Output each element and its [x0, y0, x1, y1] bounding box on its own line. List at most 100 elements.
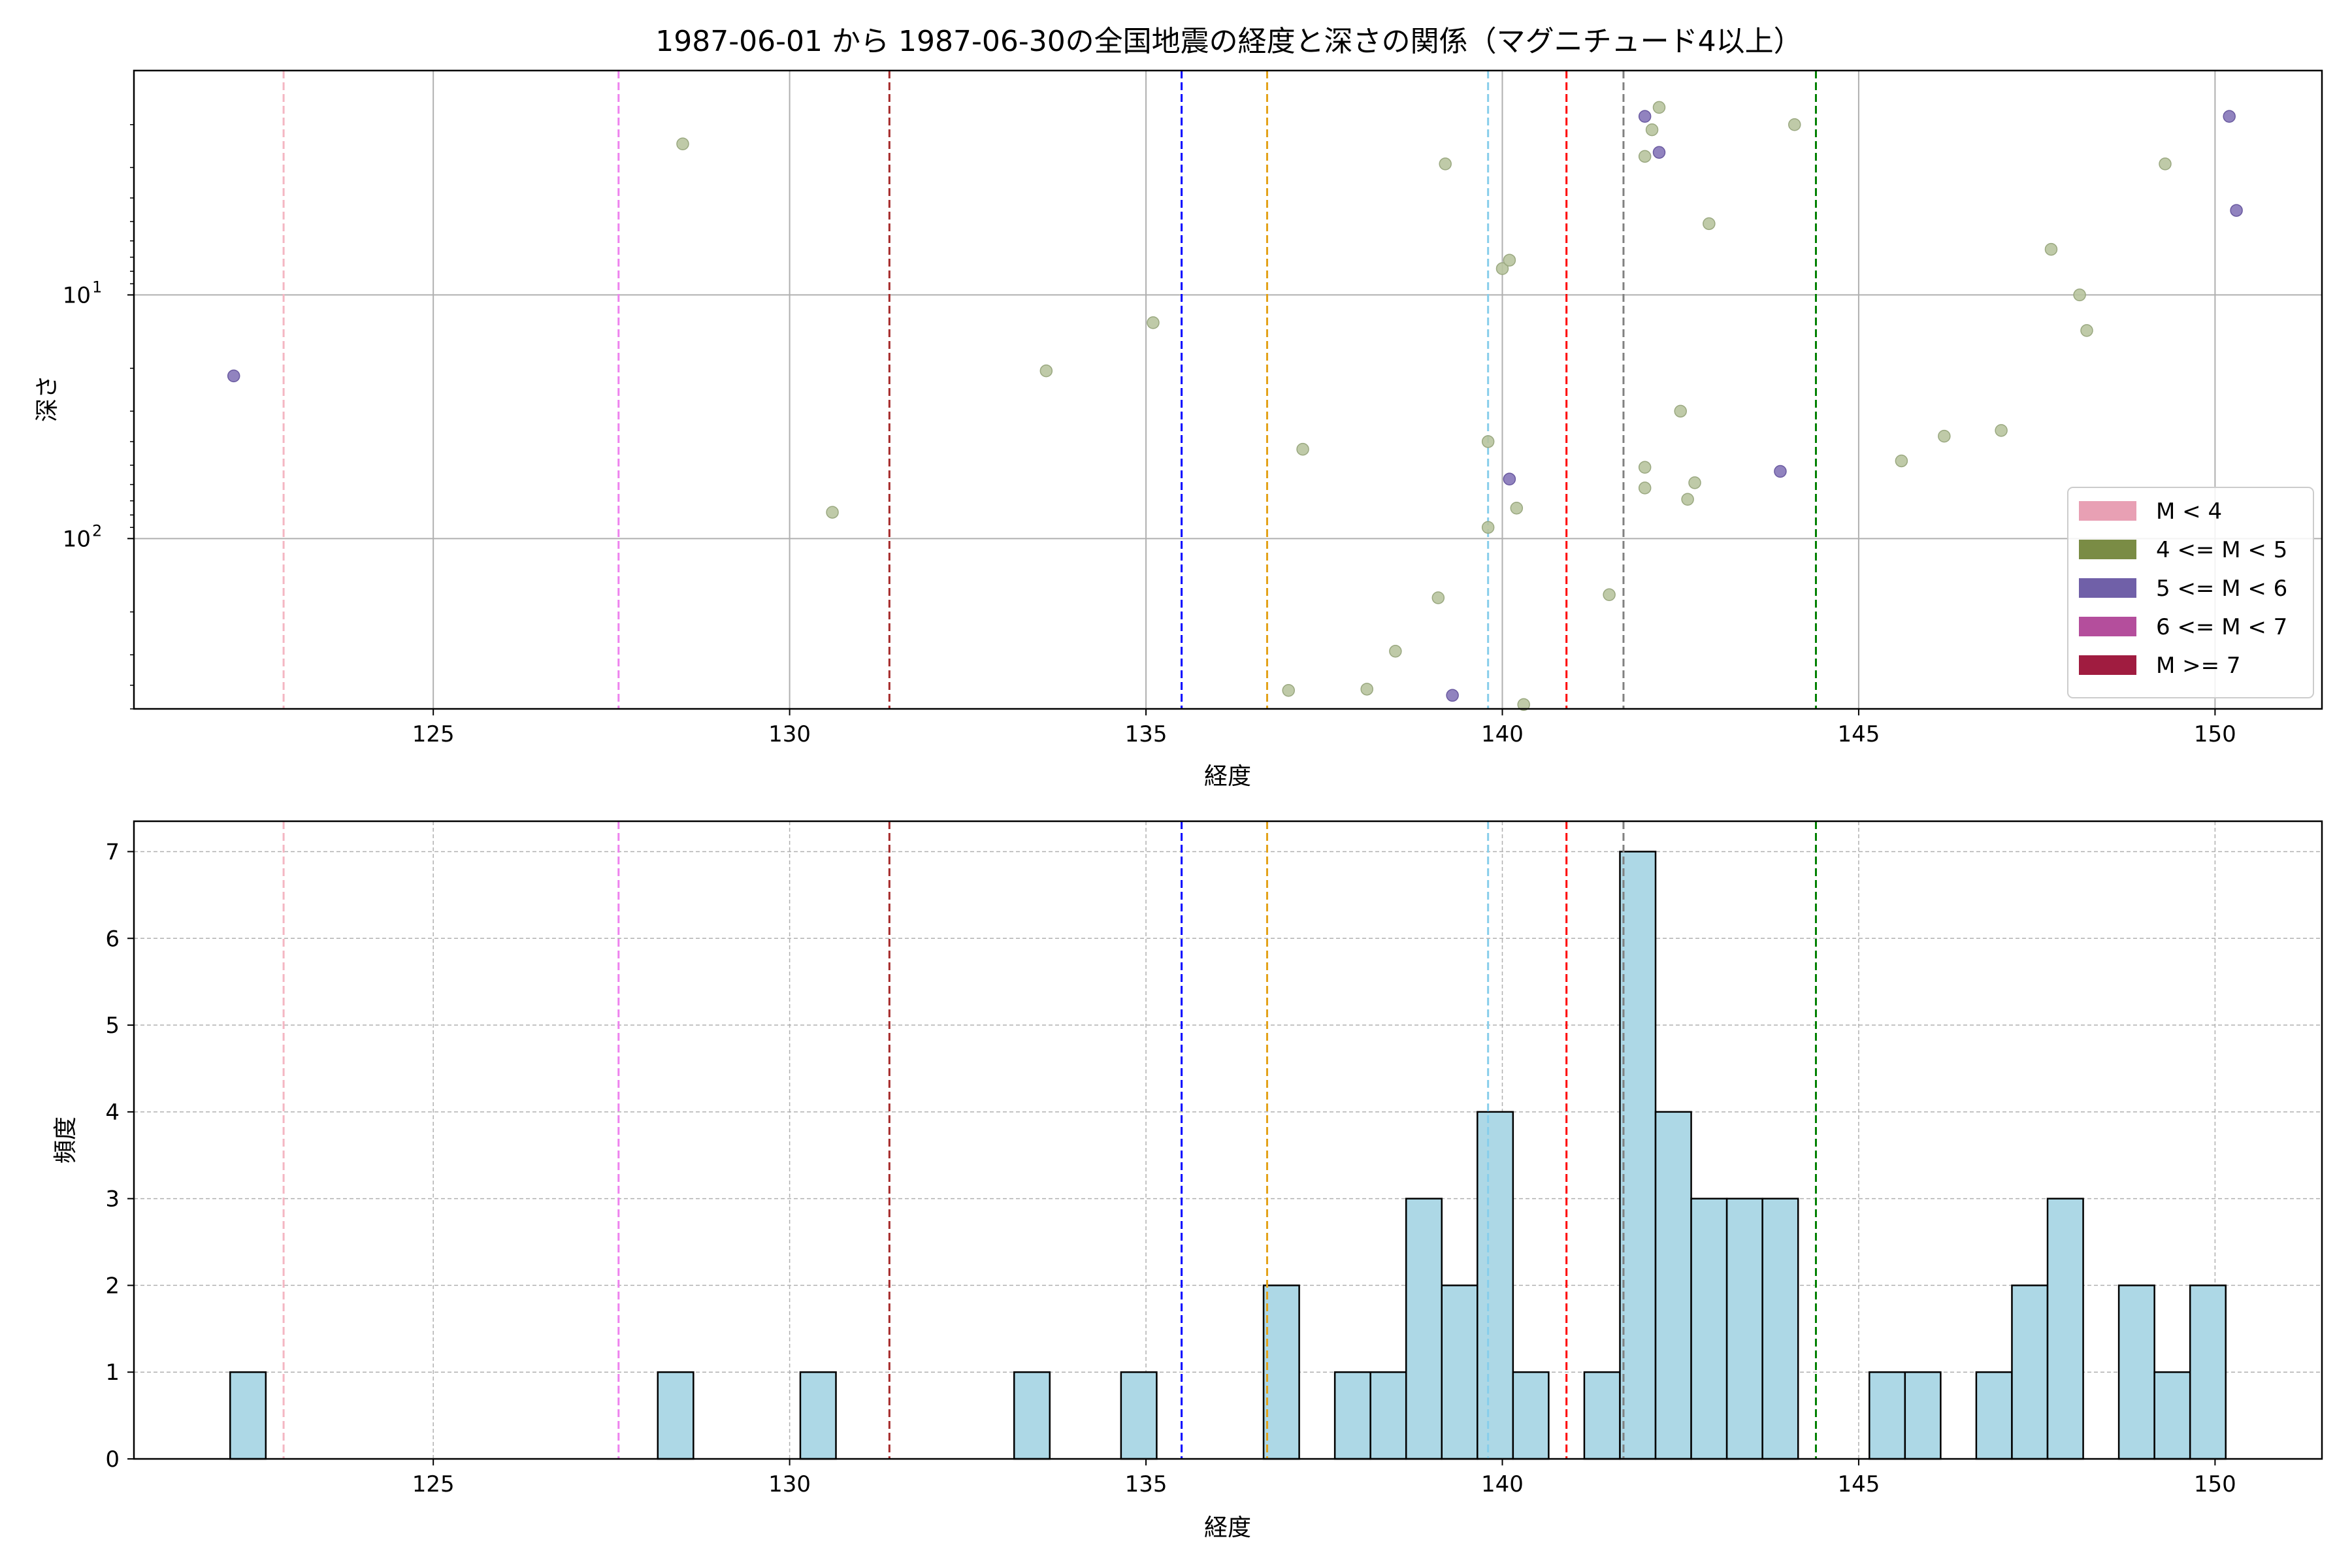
histogram-y-ticks: 0 1 2 3 4 5 6 7: [105, 839, 134, 1473]
scatter-y-tick-label-10: 10: [63, 282, 91, 308]
histogram-bar-0: [229, 1371, 267, 1460]
scatter-y-axis-label: 深さ: [34, 375, 61, 422]
histogram-y-tick-label-3: 3: [105, 1186, 120, 1213]
histogram-y-tick-label-6: 6: [105, 926, 120, 952]
scatter-point-4-m-5-23: [1681, 493, 1694, 506]
histogram-bar-21: [2011, 1284, 2049, 1460]
histogram-x-axis-label: 経度: [1204, 1514, 1251, 1541]
scatter-point-4-m-5-19: [1638, 150, 1652, 163]
scatter-point-4-m-5-8: [1431, 591, 1445, 604]
histogram-y-tick-label-1: 1: [105, 1360, 120, 1386]
scatter-point-4-m-5-11: [1481, 521, 1495, 534]
scatter-point-4-m-5-31: [2073, 288, 2086, 302]
scatter-x-tick-label-135: 135: [1125, 721, 1168, 747]
histogram-bar-15: [1690, 1198, 1728, 1460]
legend: M < 4 4 <= M < 5 5 <= M < 6 6 <= M < 7 M…: [2067, 487, 2314, 698]
histogram-y-axis-label: 頻度: [52, 1117, 79, 1164]
histogram-bars: [229, 851, 2227, 1460]
histogram-bar-18: [1869, 1371, 1906, 1460]
scatter-point-4-m-5-9: [1439, 157, 1452, 171]
histogram-bar-7: [1369, 1371, 1407, 1460]
scatter-point-5-m-6-4: [1652, 146, 1666, 159]
histogram-bar-1: [657, 1371, 694, 1460]
scatter-reference-lines: [282, 71, 1817, 709]
histogram-x-tick-label-125: 125: [412, 1471, 455, 1497]
legend-swatch-m-4-5: [2079, 540, 2136, 559]
histogram-x-tick-label-135: 135: [1125, 1471, 1168, 1497]
chart-title: 1987-06-01 から 1987-06-30の全国地震の経度と深さの関係（マ…: [655, 25, 1802, 58]
scatter-point-5-m-6-1: [1446, 689, 1459, 702]
legend-swatch-m-5-6: [2079, 578, 2136, 598]
legend-label-m-6-7: 6 <= M < 7: [2156, 614, 2287, 640]
scatter-point-4-m-5-21: [1652, 101, 1666, 114]
histogram-bar-9: [1441, 1284, 1478, 1460]
histogram-x-tick-label-150: 150: [2194, 1471, 2236, 1497]
scatter-point-4-m-5-5: [1296, 442, 1309, 456]
scatter-point-4-m-5-10: [1481, 435, 1495, 448]
scatter-point-4-m-5-28: [1938, 429, 1951, 443]
legend-label-m-5-6: 5 <= M < 6: [2156, 576, 2287, 602]
scatter-x-axis-label: 経度: [1204, 763, 1251, 790]
histogram-bar-4: [1120, 1371, 1158, 1460]
scatter-y-tick-exponent-10: 1: [92, 278, 102, 296]
scatter-point-4-m-5-27: [1895, 454, 1908, 468]
scatter-point-5-m-6-5: [1774, 465, 1787, 478]
histogram-bar-22: [2046, 1198, 2084, 1460]
scatter-point-4-m-5-2: [1039, 364, 1053, 378]
scatter-x-tick-label-150: 150: [2194, 721, 2236, 747]
histogram-x-tick-label-140: 140: [1481, 1471, 1524, 1497]
histogram-y-tick-label-2: 2: [105, 1273, 120, 1299]
histogram-bar-12: [1583, 1371, 1621, 1460]
scatter-point-4-m-5-15: [1517, 698, 1530, 711]
histogram-panel: 125 130 135 140 145 150 0 1 2 3 4 5 6 7 経度 頻度: [52, 820, 2323, 1541]
legend-swatch-m-lt-4: [2079, 501, 2136, 521]
scatter-gridlines: [134, 71, 2322, 709]
scatter-point-4-m-5-33: [2159, 157, 2172, 171]
histogram-bar-10: [1477, 1111, 1514, 1460]
scatter-points: [227, 101, 2243, 711]
scatter-point-4-m-5-6: [1360, 683, 1373, 696]
histogram-gridlines: [134, 821, 2322, 1459]
histogram-bar-16: [1725, 1198, 1763, 1460]
scatter-point-4-m-5-17: [1638, 482, 1652, 495]
scatter-point-4-m-5-1: [826, 506, 839, 519]
scatter-point-5-m-6-0: [227, 369, 240, 383]
histogram-bar-23: [2117, 1284, 2155, 1460]
histogram-bar-25: [2189, 1284, 2227, 1460]
histogram-bar-17: [1761, 1198, 1799, 1460]
histogram-x-ticks: 125 130 135 140 145 150: [412, 1459, 2236, 1497]
scatter-point-4-m-5-4: [1282, 684, 1295, 697]
scatter-point-4-m-5-22: [1674, 404, 1687, 418]
scatter-point-4-m-5-3: [1147, 316, 1160, 329]
scatter-point-4-m-5-24: [1688, 476, 1701, 489]
scatter-point-4-m-5-16: [1603, 588, 1616, 602]
scatter-point-5-m-6-7: [2230, 204, 2243, 217]
histogram-bar-3: [1013, 1371, 1051, 1460]
scatter-point-4-m-5-7: [1389, 645, 1402, 658]
scatter-plot-frame: [133, 69, 2323, 710]
histogram-bar-19: [1904, 1371, 1942, 1460]
scatter-y-tick-exponent-100: 2: [92, 521, 102, 540]
scatter-point-5-m-6-2: [1503, 472, 1516, 486]
scatter-point-4-m-5-26: [1788, 118, 1801, 131]
legend-label-m-ge-7: M >= 7: [2156, 653, 2241, 679]
scatter-point-4-m-5-32: [2080, 324, 2093, 337]
histogram-y-tick-label-7: 7: [105, 839, 120, 865]
scatter-x-tick-label-145: 145: [1837, 721, 1880, 747]
scatter-y-tick-label-100: 10: [63, 526, 91, 552]
histogram-bar-8: [1405, 1198, 1443, 1460]
scatter-point-4-m-5-14: [1510, 501, 1524, 515]
scatter-x-tick-label-140: 140: [1481, 721, 1524, 747]
histogram-plot-frame: [133, 820, 2323, 1460]
histogram-bar-6: [1333, 1371, 1371, 1460]
histogram-bar-13: [1619, 851, 1657, 1460]
scatter-point-4-m-5-18: [1638, 461, 1652, 474]
histogram-bar-14: [1654, 1111, 1692, 1460]
scatter-point-4-m-5-20: [1645, 123, 1659, 137]
histogram-bar-20: [1975, 1371, 2013, 1460]
legend-label-m-4-5: 4 <= M < 5: [2156, 537, 2287, 563]
histogram-bar-5: [1262, 1284, 1300, 1460]
scatter-point-4-m-5-13: [1503, 253, 1516, 267]
